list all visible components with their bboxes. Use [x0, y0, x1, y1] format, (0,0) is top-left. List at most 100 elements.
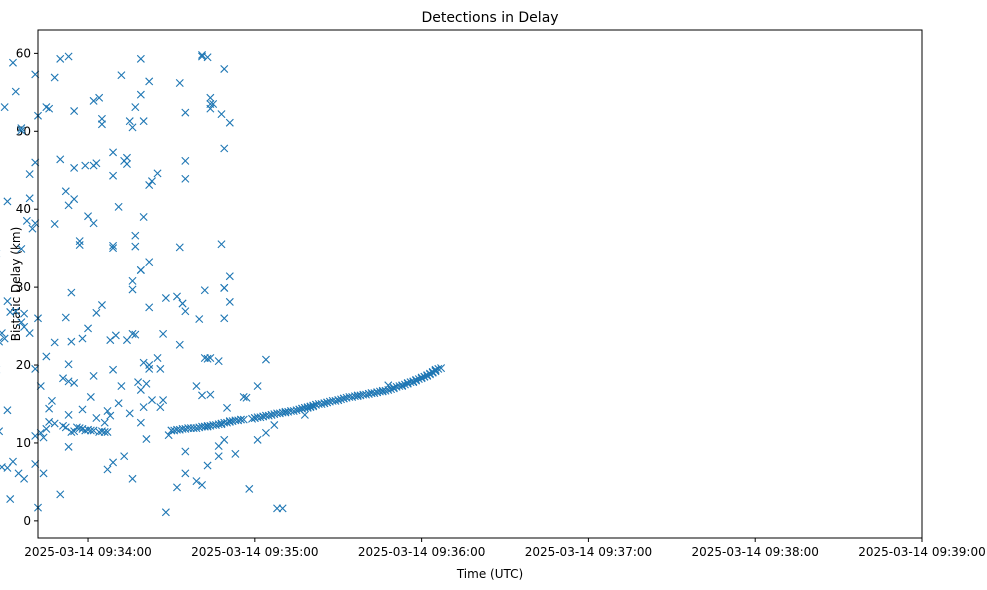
data-point [72, 423, 81, 432]
x-tick-label: 2025-03-14 09:34:00 [24, 545, 151, 559]
data-point [106, 411, 115, 420]
data-point [181, 307, 190, 316]
data-point [300, 410, 309, 419]
data-point [70, 163, 79, 172]
data-point [161, 294, 170, 303]
data-point [181, 447, 190, 456]
data-point [139, 213, 148, 221]
data-point [3, 406, 12, 415]
data-point [214, 452, 223, 461]
data-point [131, 330, 140, 339]
data-point [136, 90, 145, 99]
y-axis: 0 10 20 30 40 50 60 [16, 46, 38, 528]
data-points [0, 50, 446, 517]
y-tick-label: 0 [23, 514, 31, 528]
data-point [398, 381, 407, 390]
data-point [253, 382, 262, 391]
plot-frame [37, 29, 923, 539]
data-point [362, 390, 371, 399]
x-tick-label: 2025-03-14 09:37:00 [525, 545, 652, 559]
data-point [28, 224, 37, 233]
data-point [103, 428, 112, 437]
y-tick-label: 50 [16, 124, 31, 138]
data-point [67, 288, 76, 297]
data-point [122, 153, 131, 162]
data-point [64, 52, 73, 61]
data-point [173, 292, 181, 301]
data-point [164, 431, 173, 440]
data-point [25, 194, 34, 203]
data-point [64, 360, 73, 369]
data-point [261, 355, 270, 364]
data-point [431, 365, 440, 374]
data-point [384, 385, 393, 394]
data-point [111, 331, 120, 340]
data-point [8, 58, 17, 67]
y-axis-label: Bistatic Delay (km) [9, 227, 23, 342]
data-point [78, 334, 87, 343]
data-point [139, 403, 148, 412]
data-point [142, 379, 151, 388]
data-point [61, 313, 70, 322]
data-point [70, 378, 79, 387]
data-point [64, 442, 73, 451]
data-point [206, 354, 215, 363]
x-tick-label: 2025-03-14 09:39:00 [858, 545, 985, 559]
data-point [103, 465, 112, 474]
data-point [417, 373, 426, 382]
data-point [0, 337, 4, 346]
data-point [89, 371, 98, 380]
data-point [323, 398, 332, 407]
data-point [125, 117, 134, 126]
data-point [195, 315, 204, 324]
data-point [153, 354, 162, 363]
chart-title: Detections in Delay [421, 10, 558, 26]
data-point [217, 240, 226, 249]
data-point [198, 50, 207, 59]
data-point [337, 395, 345, 404]
data-point [239, 415, 248, 424]
data-point [203, 461, 212, 470]
data-point [61, 423, 70, 432]
data-point [353, 392, 362, 401]
data-point [147, 396, 156, 405]
data-point [203, 422, 212, 431]
data-point [11, 307, 20, 316]
data-point [117, 71, 126, 80]
data-point [122, 160, 131, 169]
data-point [25, 329, 34, 338]
data-point [22, 216, 31, 225]
data-point [153, 169, 162, 178]
data-point [239, 392, 248, 401]
data-point [248, 414, 257, 423]
data-point [70, 195, 79, 204]
data-point [47, 396, 56, 405]
data-point [209, 100, 218, 109]
data-point [145, 181, 154, 190]
data-point [256, 413, 265, 422]
data-point [214, 357, 223, 366]
data-point [103, 407, 112, 415]
data-point [17, 318, 26, 327]
data-point [220, 64, 229, 73]
data-point [75, 237, 84, 246]
data-point [0, 103, 9, 112]
data-point [217, 110, 226, 119]
data-point [64, 410, 73, 419]
data-point [292, 406, 301, 415]
data-point [128, 474, 137, 483]
data-point [125, 409, 134, 418]
data-point [75, 424, 84, 433]
data-point [306, 402, 315, 411]
data-point [159, 396, 168, 405]
data-point [175, 243, 184, 252]
data-point [245, 484, 254, 493]
data-point [67, 337, 76, 346]
data-point [317, 399, 326, 408]
x-axis-label: Time (UTC) [456, 567, 523, 581]
data-point [181, 156, 190, 165]
data-point [17, 126, 26, 135]
data-point [0, 334, 9, 343]
data-point [381, 386, 390, 395]
data-point [139, 117, 148, 126]
